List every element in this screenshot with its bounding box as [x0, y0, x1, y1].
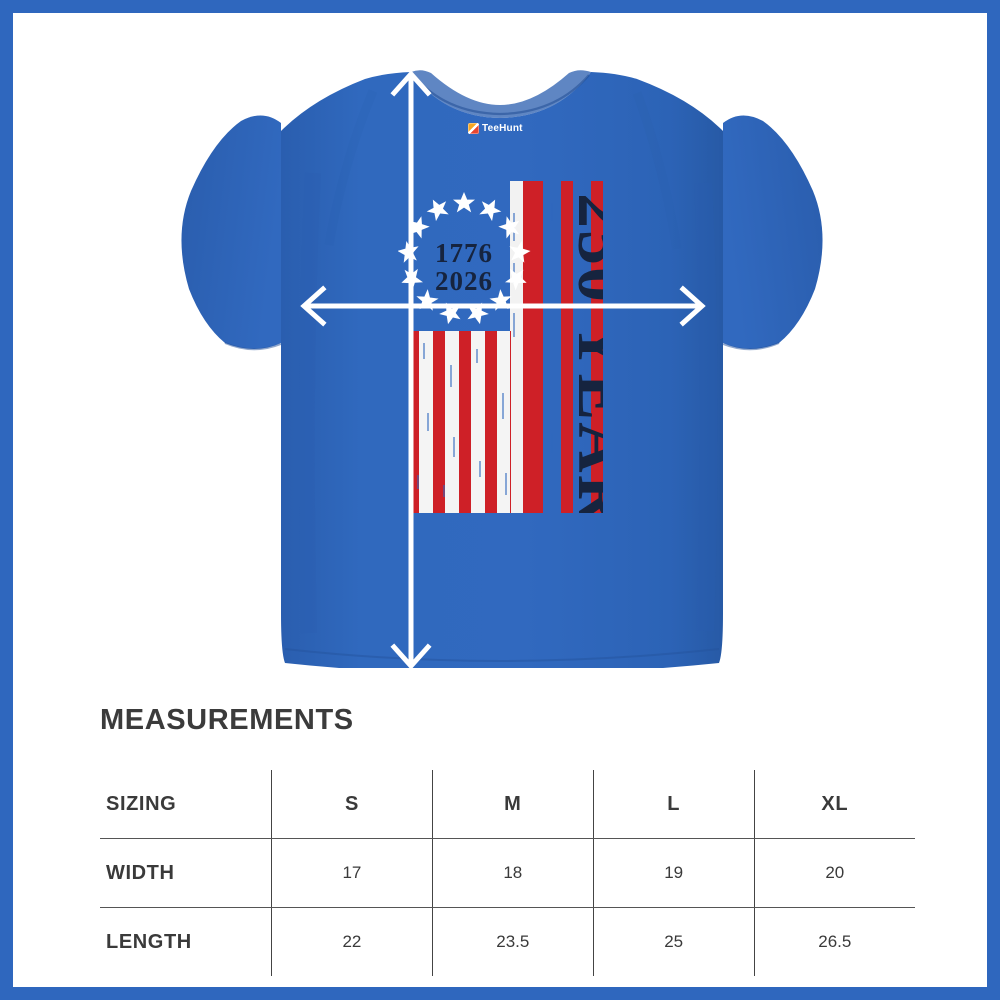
- table-header-row: SIZING S M L XL: [100, 770, 915, 839]
- length-value-xl: 26.5: [818, 932, 852, 951]
- column-header-m: M: [432, 770, 594, 839]
- column-header-l: L: [593, 770, 755, 839]
- width-value-s: 17: [271, 838, 433, 908]
- column-header-sizing: SIZING: [100, 770, 272, 839]
- column-header-xl: XL: [754, 770, 915, 839]
- length-value-s: 22: [271, 907, 433, 976]
- teehunt-logo-icon: [468, 123, 479, 134]
- length-value-m: 23.5: [432, 907, 594, 976]
- size-chart-table: SIZING S M L XL WIDTH 17 18 19 20 LE: [100, 770, 915, 976]
- size-chart-inner-panel: 1776 2026 250 YEARS: [13, 13, 987, 987]
- product-image-area: 1776 2026 250 YEARS: [13, 13, 987, 668]
- year-1776: 1776: [435, 238, 493, 268]
- column-header-s: S: [271, 770, 433, 839]
- brand-name: TeeHunt: [482, 122, 523, 134]
- width-value-l: 19: [593, 838, 755, 908]
- width-value-xl: 20: [754, 838, 915, 908]
- table-row: WIDTH 17 18 19 20: [100, 838, 915, 908]
- measurements-section: MEASUREMENTS SIZING S M L XL WIDTH 17 18…: [13, 668, 987, 987]
- row-label-length: LENGTH: [100, 907, 272, 976]
- length-value-l: 25: [593, 907, 755, 976]
- year-2026: 2026: [435, 266, 493, 296]
- row-label-width: WIDTH: [100, 838, 272, 908]
- vertical-250-years-text: 250 YEARS: [563, 193, 640, 568]
- neck-brand-label: TeeHunt: [468, 123, 523, 134]
- width-value-m: 18: [432, 838, 594, 908]
- tshirt-illustration: 1776 2026 250 YEARS: [181, 70, 823, 668]
- flag-graphic: 1776 2026 250 YEARS: [398, 181, 640, 568]
- table-row: LENGTH 22 23.5 25 26.5: [100, 907, 915, 976]
- measurements-title: MEASUREMENTS: [100, 704, 354, 736]
